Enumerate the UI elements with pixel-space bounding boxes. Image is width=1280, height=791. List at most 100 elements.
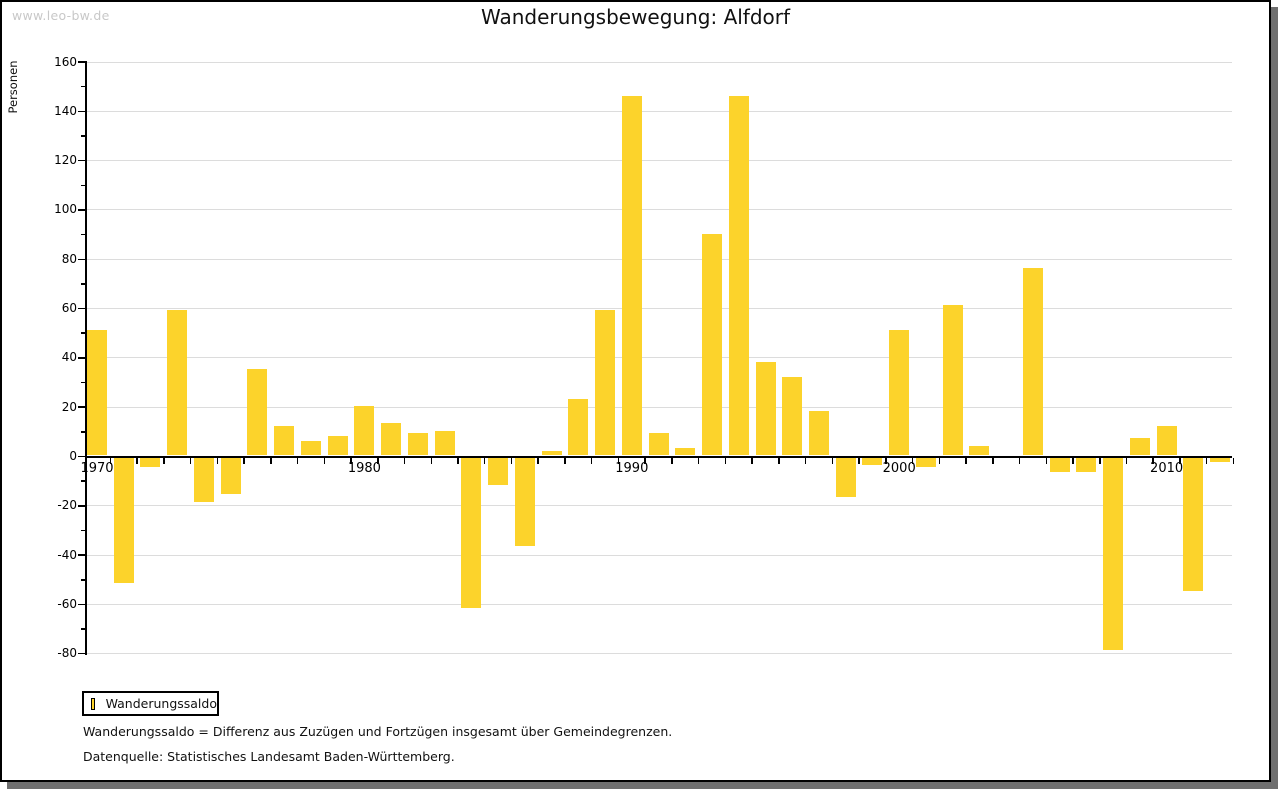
bar-1988: [568, 398, 589, 456]
y-tick--70: [81, 628, 85, 630]
y-tick-label-120: 120: [54, 153, 77, 168]
x-tick-22: [671, 457, 673, 464]
x-tick-7: [270, 457, 272, 464]
x-tick-29: [858, 457, 860, 464]
x-tick-42: [1205, 457, 1208, 464]
bar-1973: [167, 310, 188, 456]
x-tick-23: [697, 457, 700, 464]
bar-1997: [808, 411, 829, 456]
x-tick-8: [296, 457, 299, 464]
x-tick-38: [1099, 457, 1101, 464]
y-tick--80: [78, 652, 85, 655]
gridline-140: [87, 110, 1232, 112]
footnote-source: Datenquelle: Statistisches Landesamt Bad…: [83, 749, 455, 764]
bar-1992: [675, 448, 696, 456]
bar-1991: [648, 433, 669, 456]
x-tick-17: [537, 457, 539, 464]
x-tick-3: [163, 457, 165, 464]
y-tick--30: [81, 529, 85, 532]
x-axis: [85, 455, 1232, 458]
bar-1994: [728, 95, 749, 456]
y-tick-label-0: 0: [69, 449, 77, 463]
x-tick-24: [724, 457, 727, 464]
x-tick-43: [1232, 457, 1235, 464]
legend-label: Wanderungssaldo: [105, 696, 217, 711]
y-tick-20: [78, 406, 85, 408]
y-tick-90: [81, 233, 85, 236]
y-tick-40: [78, 357, 85, 359]
bar-1989: [595, 310, 616, 456]
gridline--80: [87, 653, 1232, 655]
watermark: www.leo-bw.de: [12, 8, 110, 23]
bar-2009: [1129, 438, 1150, 456]
bar-1974: [193, 457, 214, 502]
x-tick-16: [510, 457, 513, 464]
x-tick-39: [1125, 457, 1128, 464]
bar-1987: [541, 450, 562, 456]
bar-2012: [1210, 457, 1231, 463]
bar-1984: [461, 457, 482, 608]
y-tick-100: [78, 209, 85, 211]
bar-2001: [915, 457, 936, 468]
bar-1977: [274, 425, 295, 456]
y-tick-130: [81, 135, 85, 137]
x-tick-18: [564, 457, 566, 464]
x-tick-10: [350, 457, 352, 464]
y-tick-label--20: -20: [57, 498, 77, 513]
gridline--60: [87, 603, 1232, 605]
x-tick-label-2010: 2010: [1150, 460, 1184, 476]
bar-1993: [702, 233, 723, 456]
bar-2007: [1076, 457, 1097, 473]
y-tick--50: [81, 579, 85, 581]
y-tick-label-140: 140: [54, 103, 77, 118]
y-tick-label-40: 40: [61, 350, 77, 365]
y-tick--40: [78, 554, 85, 556]
bar-2011: [1183, 457, 1204, 591]
y-tick-label-60: 60: [61, 301, 77, 316]
x-tick-26: [778, 457, 780, 464]
x-tick-37: [1072, 457, 1074, 464]
x-tick-13: [430, 457, 432, 464]
bar-2008: [1103, 457, 1124, 650]
bar-1982: [407, 433, 428, 456]
y-tick-160: [78, 61, 85, 63]
x-tick-33: [965, 457, 967, 464]
bar-1981: [381, 423, 402, 456]
x-tick-4: [189, 457, 192, 464]
bar-1990: [621, 95, 642, 456]
y-tick-30: [81, 381, 85, 384]
y-tick-label--40: -40: [57, 547, 77, 562]
x-tick-2: [136, 457, 138, 464]
y-tick--10: [81, 480, 85, 482]
x-tick-28: [831, 457, 834, 464]
x-tick-35: [1018, 457, 1021, 464]
bar-1986: [514, 457, 535, 547]
y-tick-140: [78, 110, 85, 113]
plot-area: 160 140 120 100 80 60 40 20 0 -20 -40 -60 -80 1970 198…: [2, 2, 1269, 780]
bar-2006: [1049, 457, 1070, 473]
chart-title: Wanderungsbewegung: Alfdorf: [480, 5, 791, 29]
x-tick-20: [617, 457, 620, 464]
gridline--20: [87, 505, 1232, 507]
x-tick-9: [323, 457, 326, 464]
bar-1998: [835, 457, 856, 497]
y-tick-120: [78, 159, 85, 162]
bar-1995: [755, 361, 776, 456]
x-tick-label-2000: 2000: [882, 460, 916, 476]
y-tick-label-160: 160: [54, 54, 77, 69]
bar-2003: [969, 445, 990, 456]
y-tick-80: [78, 258, 85, 261]
x-tick-41: [1179, 457, 1181, 464]
x-tick-6: [243, 457, 245, 464]
bar-2000: [889, 329, 910, 456]
footnote-definition: Wanderungssaldo = Differenz aus Zuzügen …: [83, 724, 673, 739]
bar-1985: [488, 457, 509, 485]
bar-1980: [354, 406, 375, 456]
gridline-80: [87, 258, 1232, 260]
bar-1983: [434, 430, 455, 456]
y-tick-0: [78, 455, 85, 458]
bar-2005: [1022, 268, 1043, 456]
gridline-160: [87, 61, 1232, 63]
y-tick-label-80: 80: [61, 251, 77, 266]
